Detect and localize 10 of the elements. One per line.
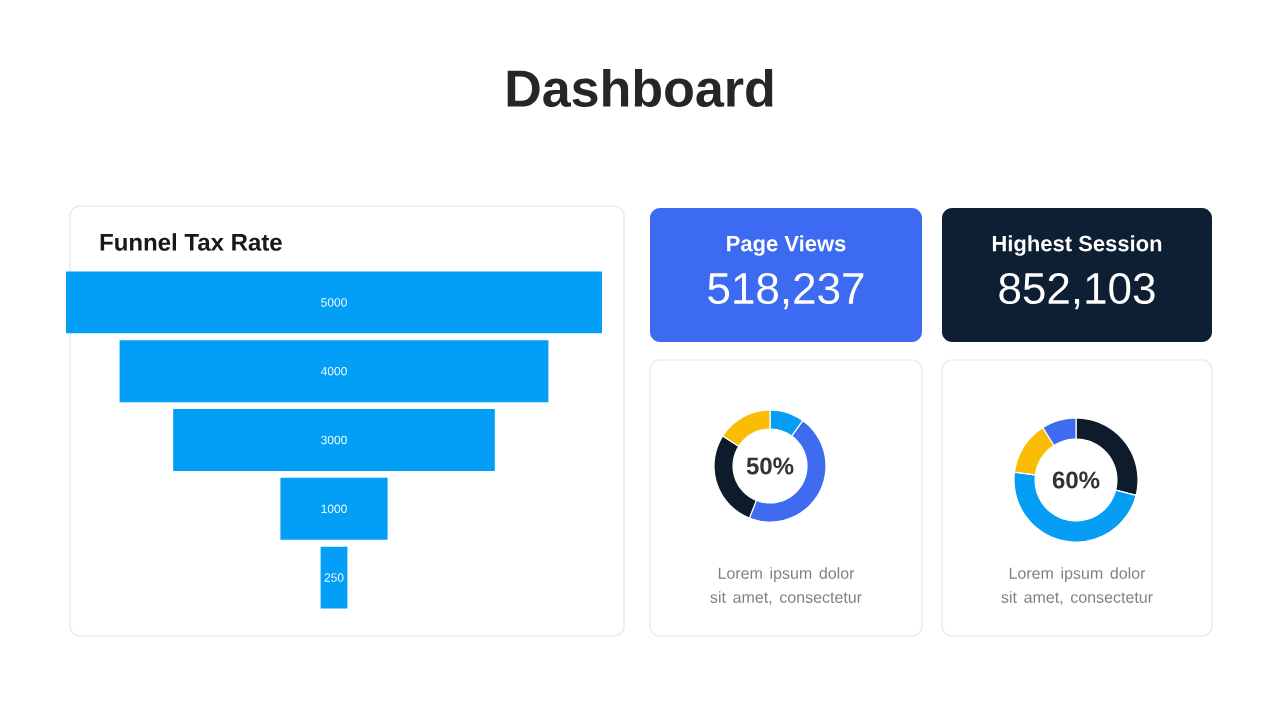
text: Dashboard xyxy=(507,68,773,108)
text: Lorem ipsum dolor sit amet, consectetur xyxy=(1001,567,1153,605)
text: Lorem ipsum dolor sit amet, consectetur xyxy=(710,567,862,605)
text: Page Views xyxy=(727,235,846,256)
text: 60% xyxy=(1052,471,1100,489)
text: Funnel Tax Rate xyxy=(100,233,282,251)
text: 50% xyxy=(746,457,794,475)
text: Highest Session xyxy=(992,235,1162,256)
data-label: 852,103 xyxy=(999,272,1155,310)
data-label: 518,237 xyxy=(708,272,864,310)
